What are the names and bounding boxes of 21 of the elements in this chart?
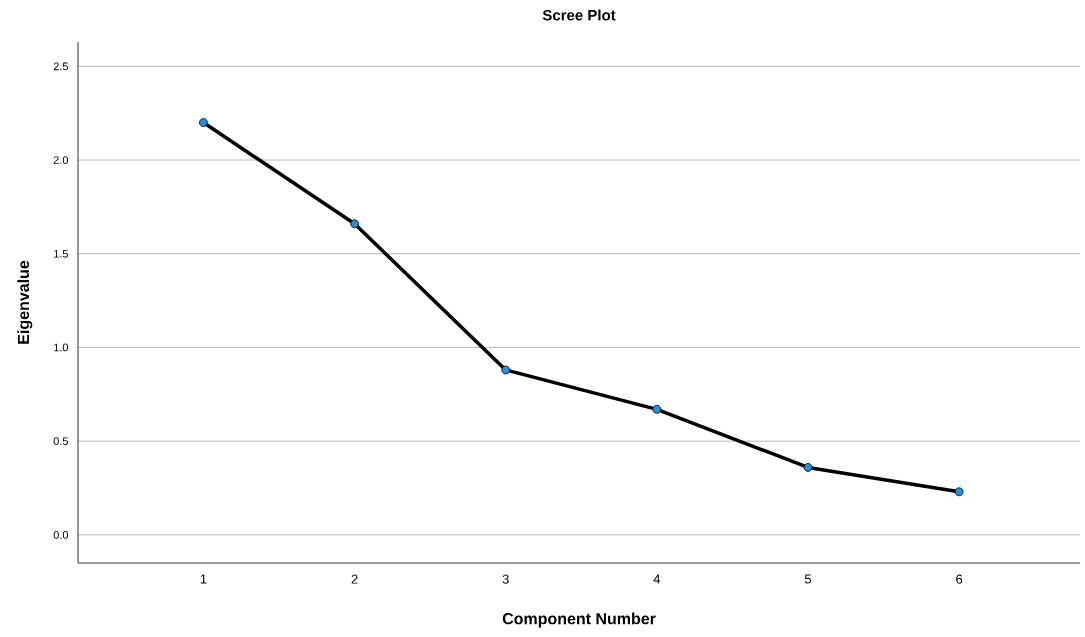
point bbox=[501, 365, 511, 375]
point bbox=[954, 487, 964, 497]
y-tick-label: 2.0 bbox=[53, 156, 69, 164]
chart-title: Scree Plot bbox=[542, 9, 616, 21]
x-axis-title: Component Number bbox=[502, 612, 656, 628]
y-tick-label: 1.5 bbox=[54, 249, 69, 258]
y-tick-label: 0.5 bbox=[53, 437, 69, 446]
x-tick-label: 6 bbox=[956, 574, 963, 584]
y-tick-label: 1.0 bbox=[54, 343, 69, 352]
y-tick-label: 0.0 bbox=[53, 530, 69, 539]
y-tick-label: 2.5 bbox=[53, 62, 69, 71]
point bbox=[652, 404, 662, 414]
x-tick-label: 5 bbox=[804, 574, 812, 584]
x-tick-label: 2 bbox=[351, 574, 358, 584]
x-tick-label: 1 bbox=[200, 574, 207, 584]
x-tick-label: 3 bbox=[502, 574, 509, 584]
point bbox=[350, 219, 359, 229]
point bbox=[199, 118, 208, 127]
x-tick-label: 4 bbox=[653, 574, 661, 584]
y-axis-title: Eigenvalue bbox=[17, 260, 33, 344]
point bbox=[803, 463, 813, 472]
